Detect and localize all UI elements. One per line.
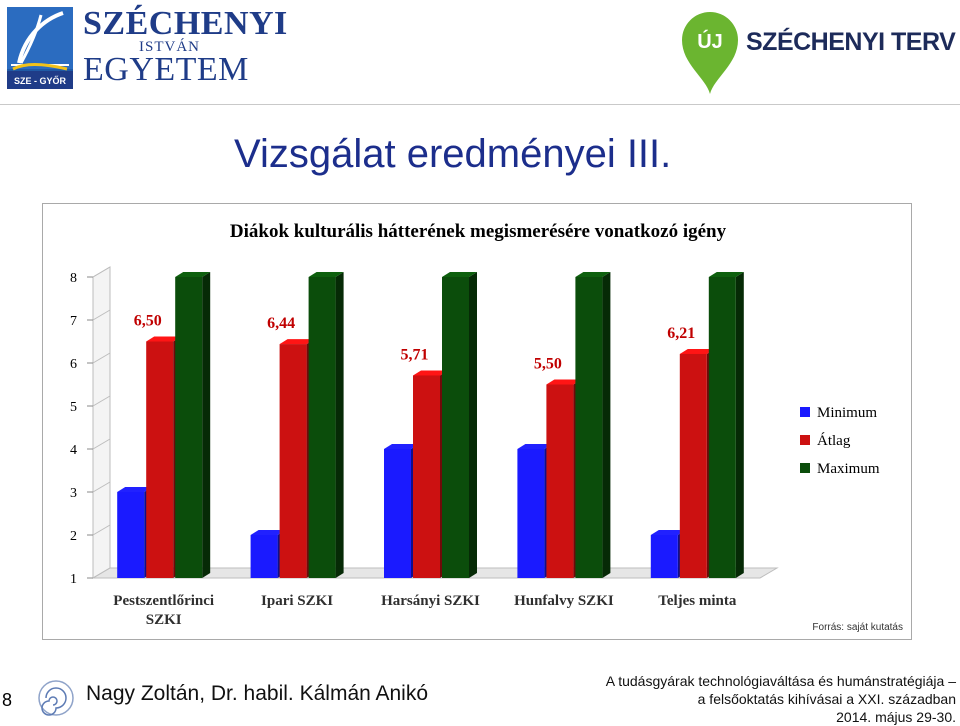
emblem-label: SZE - GYŐR (14, 75, 67, 86)
university-name-line3: EGYETEM (83, 51, 249, 88)
bar-átlag (279, 344, 307, 578)
bar-side (202, 272, 211, 578)
data-label: 5,50 (534, 356, 562, 373)
bar-top (146, 336, 182, 342)
y-grid-stub (92, 438, 111, 450)
bar-top (117, 487, 153, 492)
bar-átlag (546, 384, 574, 578)
program-name: SZÉCHENYI TERV (746, 28, 956, 56)
slide-number: 8 (2, 690, 13, 710)
bar-top (575, 272, 611, 277)
chart-title: Diákok kulturális hátterének megismerésé… (230, 221, 727, 242)
y-tick-label: 7 (70, 314, 77, 329)
data-label: 6,44 (267, 315, 295, 332)
header-divider (0, 104, 960, 105)
university-emblem-icon: SZE - GYŐR (7, 7, 73, 89)
bar-top (708, 272, 744, 277)
x-tick-label: SZKI (146, 612, 182, 628)
program-badge: ÚJ (697, 29, 723, 53)
bar-top (279, 339, 315, 345)
conference-title-line1: A tudásgyárak technológiaváltása és humá… (605, 673, 956, 689)
x-tick-label: Harsányi SZKI (381, 593, 480, 609)
bar-maximum (575, 277, 603, 578)
bar-minimum (117, 492, 145, 578)
bar-átlag (679, 353, 707, 578)
legend-swatch (800, 435, 810, 445)
bar-minimum (384, 449, 411, 578)
bar-top (442, 272, 477, 277)
bar-chart: Diákok kulturális hátterének megismerésé… (70, 221, 880, 628)
source-note: Forrás: saját kutatás (812, 622, 903, 633)
bar-top (650, 530, 686, 535)
bar-top (308, 272, 344, 277)
bar-átlag (413, 375, 440, 578)
data-label: 5,71 (401, 346, 429, 363)
chart-side-wall (92, 266, 111, 579)
szechenyi-terv-logo: ÚJ SZÉCHENYI TERV (678, 8, 960, 100)
legend-swatch (800, 463, 810, 473)
bar-top (384, 444, 419, 449)
conference-info: A tudásgyárak technológiaváltása és humá… (606, 672, 956, 726)
y-tick-label: 8 (70, 271, 77, 286)
y-tick-label: 4 (70, 443, 77, 458)
legend-label: Minimum (817, 405, 877, 421)
legend-swatch (800, 407, 810, 417)
footer-swirl-icon (38, 680, 74, 716)
data-label: 6,21 (667, 325, 695, 342)
y-tick-label: 3 (70, 486, 77, 501)
bar-átlag (146, 341, 174, 578)
bar-side (602, 272, 611, 578)
bar-maximum (708, 277, 736, 578)
bar-top (679, 348, 715, 354)
y-grid-stub (92, 567, 111, 579)
bar-top (517, 444, 553, 449)
bar-top (250, 530, 286, 535)
bar-side (335, 272, 344, 578)
y-grid-stub (92, 481, 111, 493)
bar-maximum (442, 277, 469, 578)
bar-side (735, 272, 744, 578)
bar-side (469, 272, 477, 578)
y-grid-stub (92, 395, 111, 407)
bar-top (175, 272, 211, 277)
y-tick-label: 2 (70, 529, 77, 544)
y-grid-stub (92, 524, 111, 536)
bar-top (413, 370, 448, 376)
y-grid-stub (92, 266, 111, 278)
map-pin-icon: ÚJ (682, 12, 738, 94)
x-tick-label: Hunfalvy SZKI (514, 593, 614, 609)
bar-minimum (250, 535, 278, 578)
legend-label: Átlag (817, 432, 851, 449)
bar-minimum (650, 535, 678, 578)
slide-title: Vizsgálat eredményei III. (234, 132, 672, 176)
y-grid-stub (92, 352, 111, 364)
bar-top (546, 379, 582, 385)
x-tick-label: Teljes minta (658, 593, 737, 609)
y-tick-label: 5 (70, 400, 77, 415)
bar-maximum (175, 277, 203, 578)
legend-label: Maximum (817, 461, 880, 477)
y-tick-label: 6 (70, 357, 77, 372)
x-tick-label: Pestszentlőrinci (113, 593, 214, 609)
university-logo: SZE - GYŐR SZÉCHENYI ISTVÁN EGYETEM (5, 5, 295, 95)
data-label: 6,50 (134, 313, 162, 330)
chart-container: Diákok kulturális hátterének megismerésé… (42, 203, 912, 640)
x-tick-label: Ipari SZKI (261, 593, 333, 609)
bar-maximum (308, 277, 336, 578)
conference-title-line2: a felsőoktatás kihívásai a XXI. századba… (697, 691, 956, 707)
university-name-line2: ISTVÁN (139, 39, 200, 55)
footer-authors: Nagy Zoltán, Dr. habil. Kálmán Anikó (86, 682, 429, 705)
conference-date: 2014. május 29-30. (836, 709, 956, 725)
university-name-line1: SZÉCHENYI (83, 5, 288, 42)
bar-minimum (517, 449, 545, 578)
y-grid-stub (92, 309, 111, 321)
y-tick-label: 1 (70, 572, 77, 587)
